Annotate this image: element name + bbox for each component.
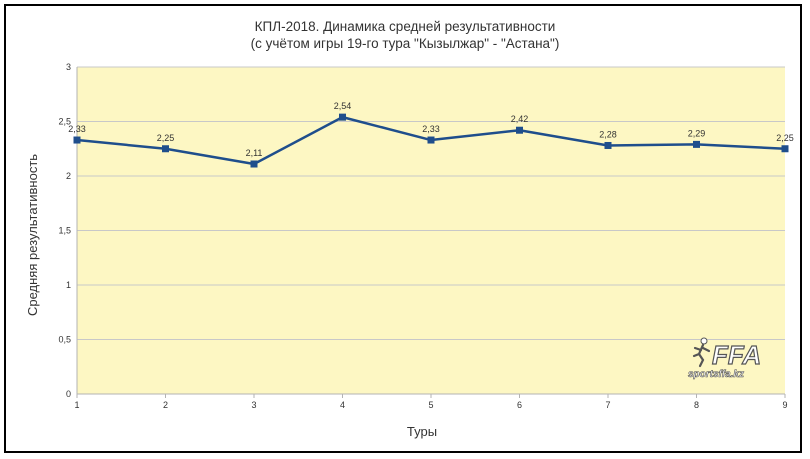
x-axis-title: Туры xyxy=(407,424,437,439)
data-labels: 2,33 2,25 2,11 2,54 2,33 2,42 2,28 2,29 2,25 xyxy=(68,101,794,158)
data-label: 2,28 xyxy=(599,129,617,139)
data-point xyxy=(162,145,169,153)
series xyxy=(73,113,789,168)
data-point xyxy=(693,140,700,148)
data-point xyxy=(781,145,789,153)
data-label: 2,42 xyxy=(511,114,529,124)
watermark-logo-text: FFA xyxy=(712,340,761,370)
data-label: 2,25 xyxy=(157,133,175,143)
y-tick-label: 2,5 xyxy=(58,117,71,127)
y-tick-label: 0 xyxy=(66,389,71,399)
x-axis-ticks: 1 2 3 4 5 6 7 8 9 xyxy=(74,394,788,410)
chart-title: КПЛ-2018. Динамика средней результативно… xyxy=(255,19,556,34)
watermark-site: sportsffa.kz xyxy=(688,369,744,380)
y-tick-label: 3 xyxy=(66,62,71,72)
x-tick-label: 2 xyxy=(163,400,168,410)
data-point xyxy=(516,126,523,134)
data-point xyxy=(427,136,435,144)
data-label: 2,33 xyxy=(422,124,440,134)
y-tick-label: 0,5 xyxy=(58,335,71,345)
data-label: 2,11 xyxy=(246,148,263,158)
x-tick-label: 4 xyxy=(340,400,345,410)
x-tick-label: 6 xyxy=(517,400,522,410)
data-point xyxy=(604,141,612,149)
watermark-logo: FFA sportsffa.kz xyxy=(688,337,762,380)
data-label: 2,29 xyxy=(688,128,706,138)
runner-icon xyxy=(692,337,711,368)
data-label: 2,54 xyxy=(334,101,352,111)
data-point xyxy=(339,113,346,121)
gridlines xyxy=(77,66,785,395)
chart-subtitle: (с учётом игры 19-го тура "Кызылжар" - "… xyxy=(251,36,560,51)
data-label: 2,25 xyxy=(776,133,794,143)
y-tick-label: 1 xyxy=(66,280,71,290)
x-tick-label: 5 xyxy=(428,400,433,410)
x-tick-label: 8 xyxy=(694,400,699,410)
y-axis-ticks: 0 0,5 1 1,5 2 2,5 3 xyxy=(58,62,71,399)
y-axis-title: Средняя результативность xyxy=(25,154,40,316)
data-point xyxy=(250,160,258,168)
x-tick-label: 7 xyxy=(605,400,610,410)
x-tick-label: 3 xyxy=(251,400,256,410)
y-tick-label: 1,5 xyxy=(58,226,71,236)
x-tick-label: 1 xyxy=(74,400,79,410)
y-tick-label: 2 xyxy=(66,171,71,181)
data-label: 2,33 xyxy=(68,124,86,134)
x-tick-label: 9 xyxy=(782,400,787,410)
data-point xyxy=(73,136,81,144)
